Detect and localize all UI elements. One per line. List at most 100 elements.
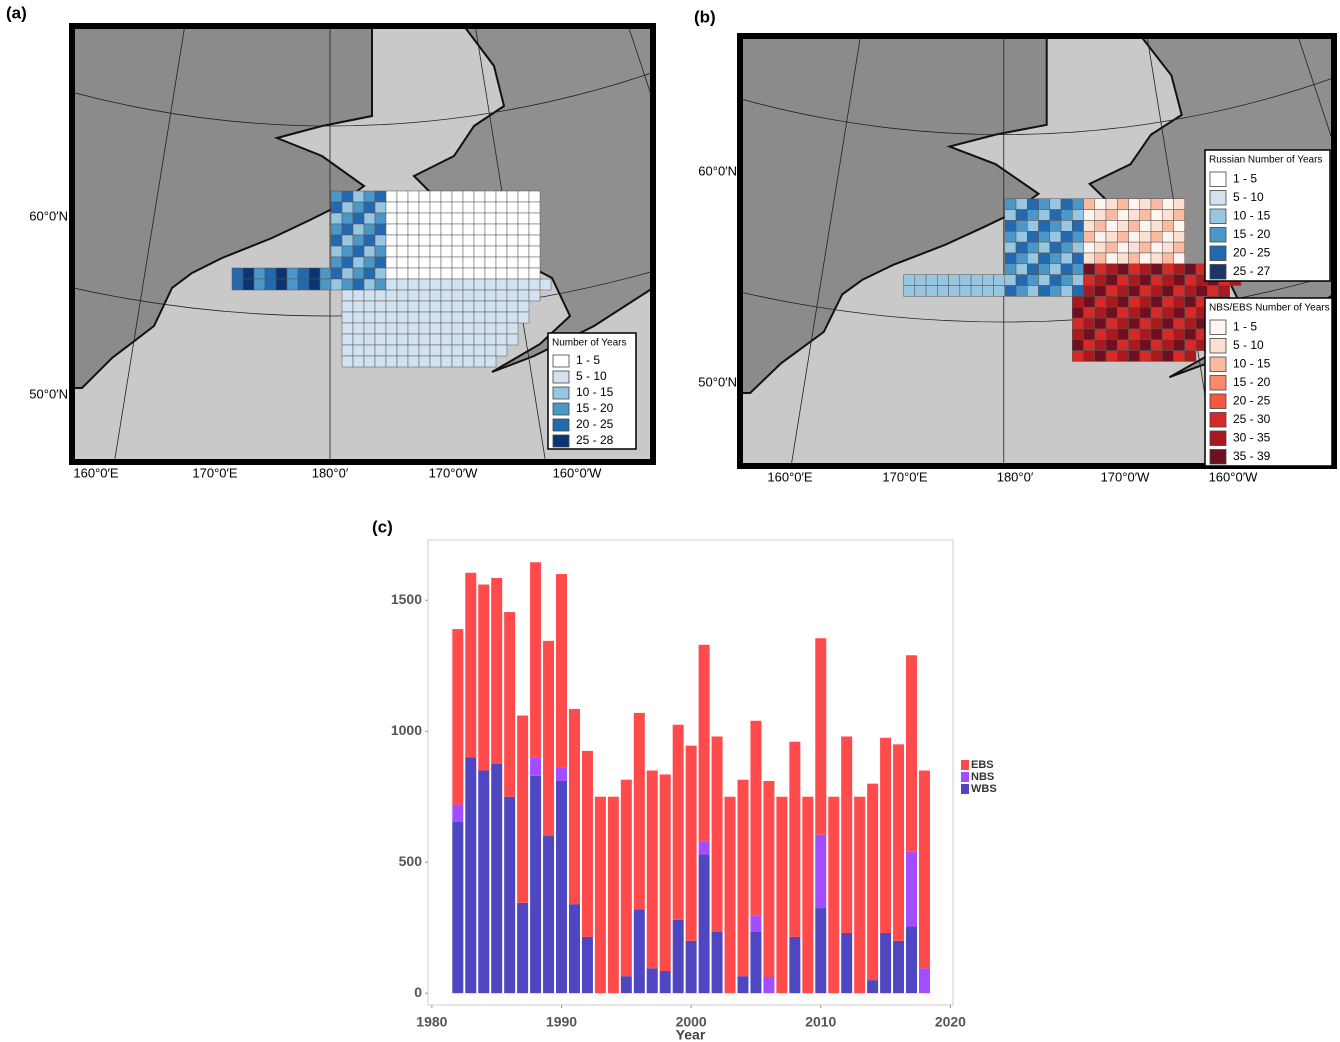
survey-cell: [1039, 220, 1050, 231]
survey-cell: [1084, 340, 1095, 351]
legend-swatch: [1210, 209, 1226, 224]
survey-cell: [1061, 199, 1072, 210]
survey-cell: [364, 290, 375, 301]
survey-cell: [419, 202, 430, 213]
survey-cell: [474, 290, 485, 301]
survey-cell: [386, 345, 397, 356]
survey-cell: [441, 202, 452, 213]
survey-cell: [1117, 253, 1128, 264]
survey-cell: [1016, 231, 1027, 242]
survey-cell: [982, 275, 993, 286]
survey-cell: [419, 301, 430, 312]
survey-cell: [386, 213, 397, 224]
survey-cell: [518, 235, 529, 246]
survey-cell: [1072, 307, 1083, 318]
survey-cell: [1016, 199, 1027, 210]
survey-cell: [441, 235, 452, 246]
survey-cell: [342, 345, 353, 356]
survey-cell: [507, 202, 518, 213]
survey-cell: [474, 268, 485, 279]
legend-label: 20 - 25: [1233, 245, 1271, 259]
survey-cell: [915, 286, 926, 297]
survey-cell: [1095, 329, 1106, 340]
survey-cell: [1218, 286, 1229, 297]
survey-cell: [441, 257, 452, 268]
survey-cell: [452, 290, 463, 301]
survey-cell: [441, 323, 452, 334]
survey-cell: [518, 312, 529, 323]
survey-cell: [474, 301, 485, 312]
survey-cell: [419, 268, 430, 279]
survey-cell: [463, 312, 474, 323]
survey-cell: [1185, 340, 1196, 351]
survey-cell: [1050, 242, 1061, 253]
survey-cell: [529, 191, 540, 202]
survey-cell: [342, 246, 353, 257]
survey-cell: [485, 268, 496, 279]
survey-cell: [994, 275, 1005, 286]
survey-cell: [904, 286, 915, 297]
legend-swatch: [1210, 431, 1226, 446]
survey-cell: [375, 224, 386, 235]
survey-cell: [1140, 296, 1151, 307]
survey-cell: [1061, 286, 1072, 297]
survey-cell: [1084, 318, 1095, 329]
survey-cell: [342, 301, 353, 312]
survey-cell: [441, 279, 452, 290]
x-axis-title: Year: [676, 1027, 706, 1042]
survey-cell: [419, 290, 430, 301]
bar-segment: [906, 655, 917, 851]
survey-cell: [1140, 351, 1151, 362]
survey-cell: [1151, 242, 1162, 253]
survey-cell: [1005, 275, 1016, 286]
survey-cell: [386, 279, 397, 290]
legend-swatch: [1210, 172, 1226, 187]
legend-title: NBS/EBS Number of Years: [1209, 303, 1330, 314]
survey-cell: [430, 191, 441, 202]
survey-cell: [386, 334, 397, 345]
survey-cell: [386, 268, 397, 279]
survey-cell: [904, 275, 915, 286]
survey-cell: [485, 213, 496, 224]
survey-cell: [397, 246, 408, 257]
survey-cell: [1151, 286, 1162, 297]
survey-cell: [1072, 210, 1083, 221]
survey-cell: [408, 345, 419, 356]
survey-cell: [1027, 286, 1038, 297]
survey-cell: [452, 246, 463, 257]
survey-cell: [375, 323, 386, 334]
survey-cell: [353, 323, 364, 334]
survey-cell: [397, 312, 408, 323]
bar-segment: [750, 721, 761, 916]
survey-cell: [1162, 220, 1173, 231]
survey-cell: [419, 191, 430, 202]
legend-swatch: [961, 784, 969, 794]
x-tick-label: 1980: [416, 1014, 447, 1030]
survey-cell: [1151, 329, 1162, 340]
survey-cell: [485, 191, 496, 202]
survey-cell: [485, 246, 496, 257]
survey-cell: [474, 356, 485, 367]
survey-cell: [353, 202, 364, 213]
survey-cell: [430, 279, 441, 290]
survey-cell: [1027, 210, 1038, 221]
survey-cell: [474, 191, 485, 202]
survey-cell: [1084, 296, 1095, 307]
survey-cell: [1129, 210, 1140, 221]
survey-cell: [1117, 340, 1128, 351]
survey-cell: [419, 246, 430, 257]
survey-cell: [1016, 242, 1027, 253]
legend-swatch: [553, 435, 569, 447]
survey-cell: [1084, 220, 1095, 231]
survey-cell: [1084, 307, 1095, 318]
survey-cell: [386, 191, 397, 202]
survey-cell: [463, 202, 474, 213]
survey-cell: [1106, 318, 1117, 329]
survey-cell: [1129, 318, 1140, 329]
survey-cell: [1027, 199, 1038, 210]
survey-cell: [1095, 275, 1106, 286]
survey-cell: [353, 345, 364, 356]
lon-label: 160°0′W: [1209, 469, 1259, 484]
survey-cell: [463, 235, 474, 246]
survey-cell: [1185, 275, 1196, 286]
